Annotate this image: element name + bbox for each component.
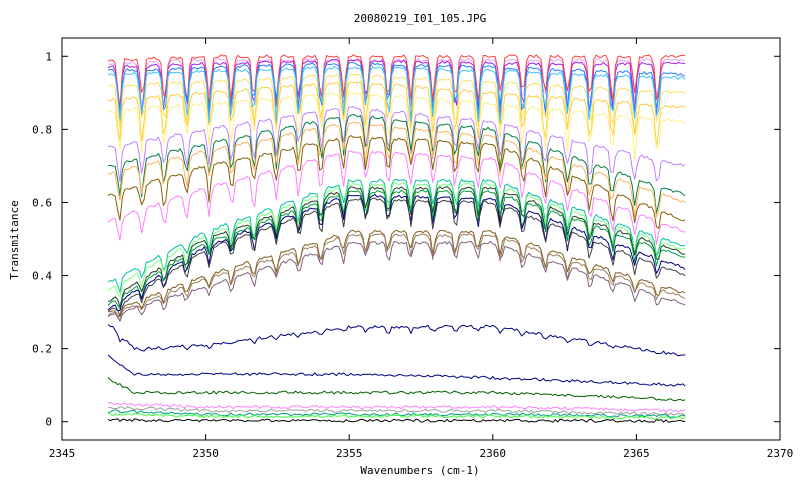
series-line: [107, 106, 686, 183]
series-line: [107, 91, 686, 162]
series-line: [107, 406, 686, 416]
x-tick-label: 2345: [49, 447, 76, 460]
series-line: [107, 54, 686, 109]
x-tick-label: 2370: [767, 447, 794, 460]
y-tick-label: 0.6: [32, 196, 52, 209]
series-line: [107, 182, 686, 298]
series-line: [107, 178, 686, 293]
y-tick-label: 0.2: [32, 343, 52, 356]
x-tick-label: 2350: [192, 447, 219, 460]
y-axis-title: Transmitance: [8, 200, 21, 279]
series-line: [107, 197, 686, 316]
series-line: [107, 61, 686, 116]
series-line: [107, 58, 686, 118]
series-line: [107, 150, 686, 245]
y-tick-label: 0: [45, 416, 52, 429]
y-tick-label: 0.8: [32, 123, 52, 136]
series-line: [107, 409, 686, 418]
series-line: [107, 193, 686, 311]
y-tick-label: 1: [45, 50, 52, 63]
series-line: [107, 81, 686, 148]
series-line: [107, 418, 686, 423]
y-axis-ticks: 0 0.2 0.4 0.6 0.8 1: [32, 50, 780, 429]
series-group: [107, 54, 686, 423]
series-line: [107, 401, 686, 413]
series-line: [108, 114, 686, 214]
series-line: [107, 229, 686, 318]
series-line: [107, 186, 686, 308]
series-line: [107, 233, 686, 322]
series-line: [107, 377, 686, 402]
series-line: [107, 324, 686, 357]
x-tick-label: 2360: [480, 447, 507, 460]
series-line: [107, 65, 686, 124]
x-axis-ticks: 2345 2350 2355 2360 2365 2370: [49, 38, 794, 460]
chart-title: 20080219_I01_105.JPG: [354, 12, 486, 25]
x-axis-title: Wavenumbers (cm-1): [360, 464, 479, 477]
x-tick-label: 2355: [336, 447, 363, 460]
series-line: [107, 413, 686, 420]
plot-frame: [61, 37, 781, 441]
x-tick-label: 2365: [623, 447, 650, 460]
series-line: [107, 354, 686, 387]
series-line: [107, 240, 686, 322]
y-tick-label: 0.4: [32, 270, 52, 283]
series-line: [107, 121, 686, 218]
series-line: [107, 135, 686, 229]
